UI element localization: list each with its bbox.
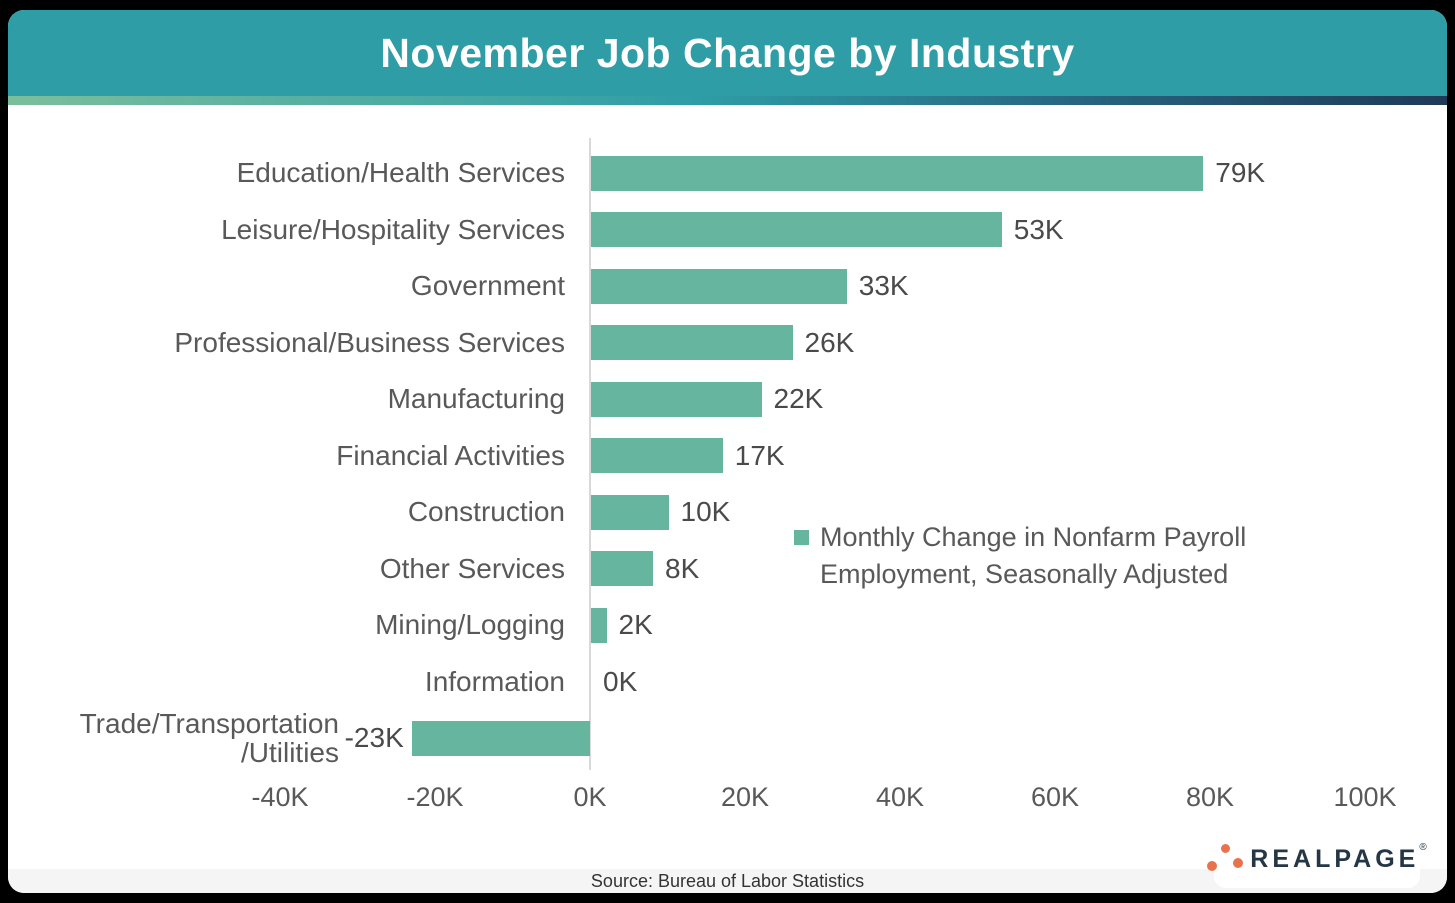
category-label: Construction: [407, 496, 565, 528]
bar: [591, 551, 653, 587]
value-label: 2K: [618, 609, 653, 641]
category-label: Financial Activities: [336, 439, 565, 471]
value-label: 33K: [858, 270, 909, 302]
legend-line: Monthly Change in Nonfarm Payroll: [820, 522, 1247, 552]
source-text: Source: Bureau of Labor Statistics: [590, 870, 865, 891]
chart-legend: Monthly Change in Nonfarm Payroll Employm…: [794, 519, 1246, 593]
source-footer: Source: Bureau of Labor Statistics: [8, 869, 1447, 893]
category-label: Trade/Transportation/Utilities: [79, 707, 339, 769]
page-title: November Job Change by Industry: [380, 29, 1075, 76]
legend-line: Employment, Seasonally Adjusted: [820, 559, 1229, 589]
category-label: Professional/Business Services: [174, 326, 565, 358]
x-tick-label: 20K: [720, 782, 770, 812]
bar: [591, 212, 1002, 248]
bar: [591, 607, 607, 643]
bar: [591, 494, 669, 530]
category-label: Information: [424, 665, 565, 697]
value-label: -23K: [344, 722, 404, 754]
category-label: Manufacturing: [387, 383, 565, 415]
bar: [591, 155, 1204, 191]
bar: [591, 325, 793, 361]
header-banner: November Job Change by Industry: [8, 10, 1447, 96]
category-label: Other Services: [379, 552, 565, 584]
gradient-divider: [8, 96, 1447, 105]
x-tick-label: 80K: [1185, 782, 1235, 812]
category-label: Government: [410, 270, 565, 302]
value-label: 17K: [734, 439, 785, 471]
value-label: 26K: [804, 326, 855, 358]
zero-axis-line: [589, 138, 591, 770]
realpage-logo: REALPAGE ®: [1207, 830, 1427, 888]
realpage-dots-icon: [1207, 844, 1244, 874]
legend-swatch: [794, 530, 809, 545]
realpage-brand-text: REALPAGE: [1250, 844, 1420, 873]
category-label: Leisure/Hospitality Services: [221, 213, 565, 245]
chart-card: November Job Change by Industry Monthly …: [8, 10, 1447, 893]
legend-label: Monthly Change in Nonfarm Payroll Employm…: [820, 519, 1246, 593]
bar: [591, 268, 847, 304]
x-tick-label: -20K: [406, 782, 464, 812]
bar: [591, 381, 762, 417]
value-label: 53K: [1013, 213, 1064, 245]
bar: [591, 438, 723, 474]
x-tick-label: 40K: [875, 782, 925, 812]
value-label: 79K: [1215, 157, 1266, 189]
x-tick-label: 0K: [573, 782, 607, 812]
x-tick-label: 100K: [1333, 782, 1397, 812]
bar: [411, 720, 590, 756]
category-label: Education/Health Services: [236, 157, 565, 189]
x-tick-label: 60K: [1030, 782, 1080, 812]
trademark-symbol: ®: [1419, 842, 1427, 853]
x-tick-label: -40K: [251, 782, 309, 812]
value-label: 0K: [603, 665, 638, 697]
category-label: Mining/Logging: [375, 609, 565, 641]
chart-plot: Monthly Change in Nonfarm Payroll Employm…: [8, 105, 1447, 869]
value-label: 8K: [665, 552, 700, 584]
value-label: 22K: [773, 383, 824, 415]
value-label: 10K: [680, 496, 731, 528]
